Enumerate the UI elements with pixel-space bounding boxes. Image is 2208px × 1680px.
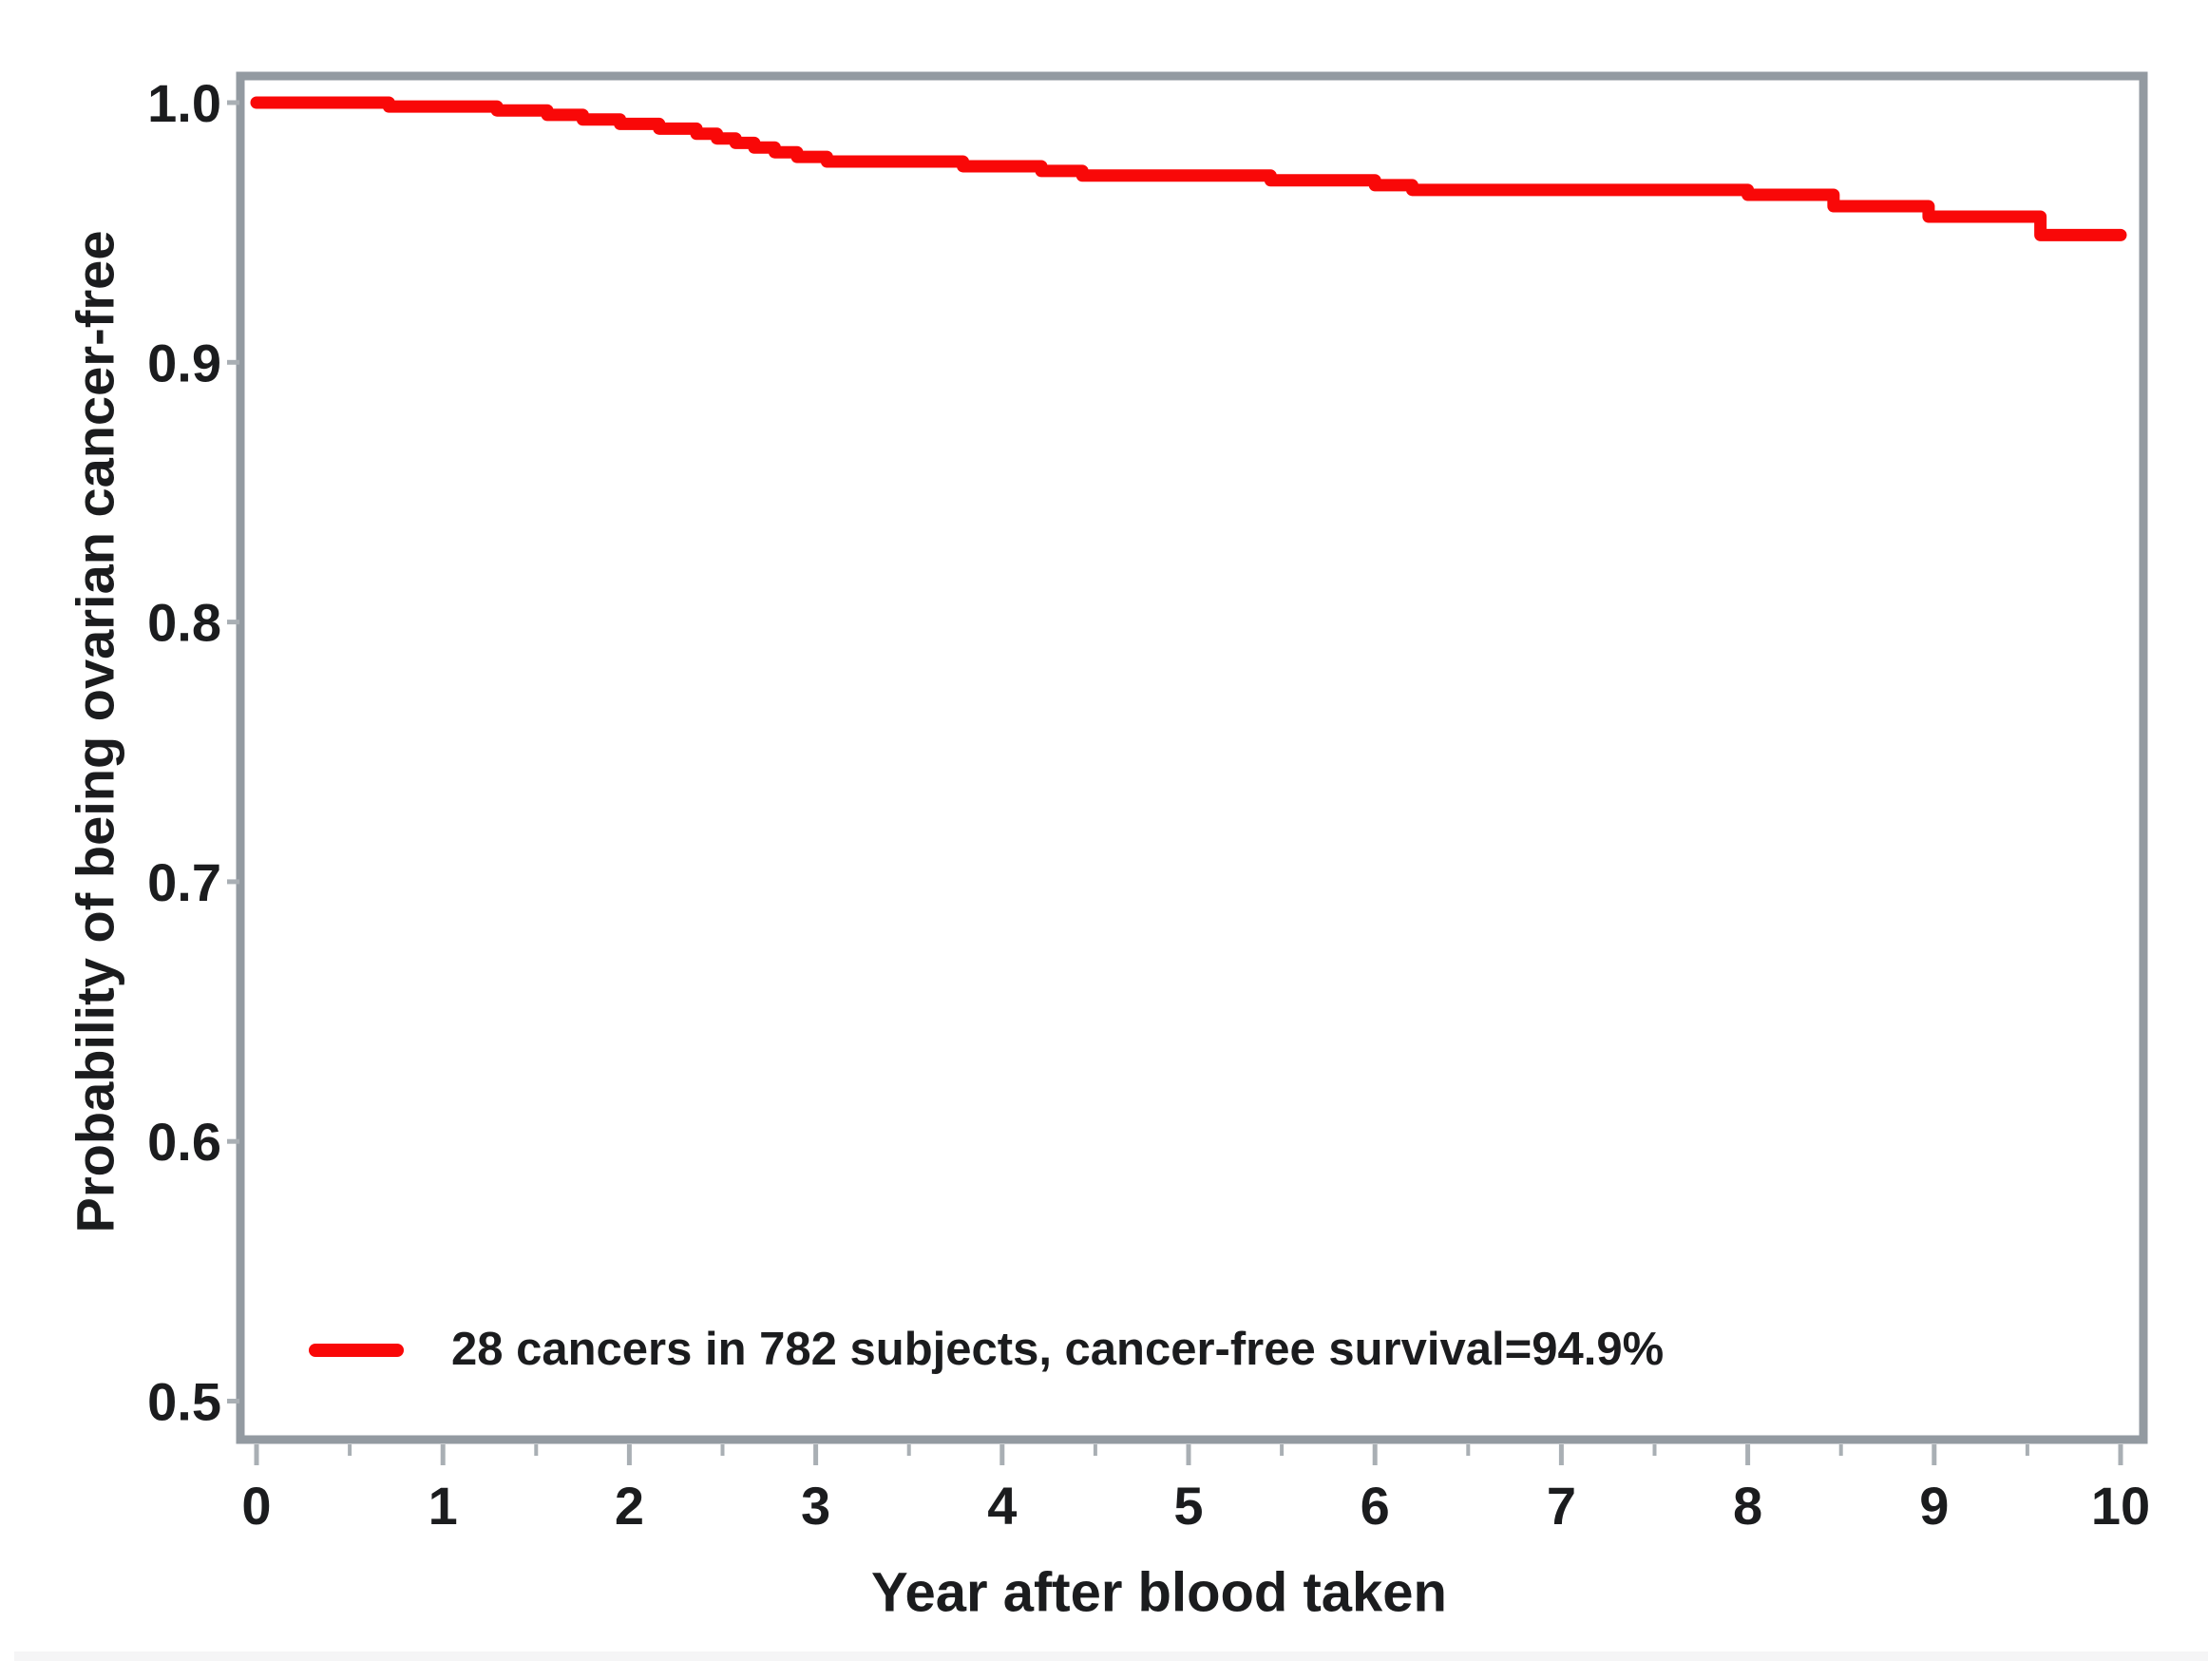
y-tick-label: 0.6 [147, 1112, 221, 1172]
x-tick-label: 0 [241, 1476, 271, 1536]
x-tick-label: 8 [1733, 1476, 1762, 1536]
legend-label: 28 cancers in 782 subjects, cancer-free … [451, 1323, 1665, 1375]
y-tick-label: 0.5 [147, 1372, 221, 1432]
x-tick-label: 7 [1547, 1476, 1576, 1536]
legend-line-swatch [309, 1344, 404, 1357]
x-tick-label: 5 [1173, 1476, 1203, 1536]
y-tick-label: 0.8 [147, 593, 221, 653]
y-tick-label: 1.0 [147, 73, 221, 133]
survival-curve [250, 96, 2127, 241]
bottom-strip [14, 1651, 2208, 1661]
y-axis-title: Probability of being ovarian cancer-free [65, 230, 125, 1233]
x-axis-title: Year after blood taken [871, 1561, 1447, 1624]
y-tick-label: 0.7 [147, 852, 221, 912]
y-tick-label: 0.9 [147, 333, 221, 392]
x-tick-label: 4 [987, 1476, 1017, 1536]
x-tick-label: 9 [1919, 1476, 1949, 1536]
x-tick-label: 10 [2091, 1476, 2150, 1536]
x-tick-label: 2 [615, 1476, 644, 1536]
x-tick-label: 6 [1361, 1476, 1390, 1536]
x-tick-label: 1 [428, 1476, 458, 1536]
plot-frame [236, 71, 2148, 1444]
x-tick-label: 3 [801, 1476, 830, 1536]
